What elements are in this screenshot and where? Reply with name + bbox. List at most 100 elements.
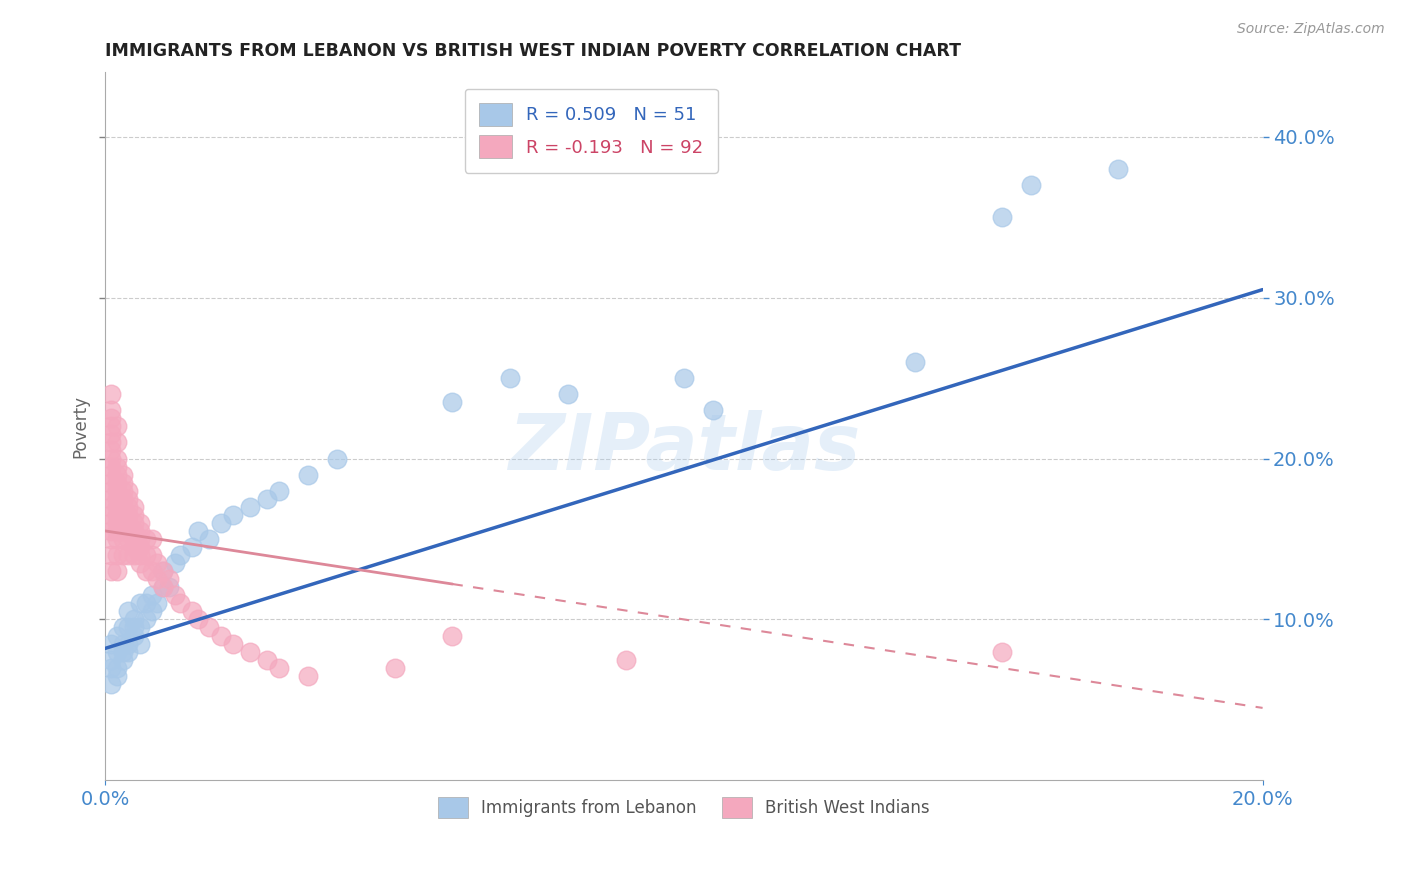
Point xyxy=(105,564,128,578)
Point xyxy=(100,532,122,546)
Point xyxy=(100,451,122,466)
Point xyxy=(111,620,134,634)
Point xyxy=(122,524,145,538)
Point xyxy=(100,483,122,498)
Point xyxy=(209,516,232,530)
Point xyxy=(122,540,145,554)
Point xyxy=(129,548,152,562)
Point xyxy=(152,564,174,578)
Point xyxy=(105,508,128,522)
Point xyxy=(100,508,122,522)
Point xyxy=(163,556,186,570)
Point xyxy=(146,572,169,586)
Point xyxy=(297,467,319,482)
Point xyxy=(187,524,209,538)
Point xyxy=(105,661,128,675)
Point xyxy=(105,532,128,546)
Point xyxy=(111,483,134,498)
Point xyxy=(117,508,139,522)
Text: IMMIGRANTS FROM LEBANON VS BRITISH WEST INDIAN POVERTY CORRELATION CHART: IMMIGRANTS FROM LEBANON VS BRITISH WEST … xyxy=(105,42,962,60)
Point xyxy=(105,459,128,474)
Point xyxy=(146,596,169,610)
Point xyxy=(152,580,174,594)
Point xyxy=(100,653,122,667)
Point xyxy=(105,628,128,642)
Point xyxy=(100,564,122,578)
Point xyxy=(135,532,157,546)
Point xyxy=(122,516,145,530)
Point xyxy=(111,491,134,506)
Point xyxy=(100,403,122,417)
Point xyxy=(122,548,145,562)
Point xyxy=(239,500,262,514)
Point xyxy=(122,532,145,546)
Point xyxy=(135,548,157,562)
Point xyxy=(129,532,152,546)
Point xyxy=(100,548,122,562)
Point xyxy=(991,644,1014,658)
Point xyxy=(146,556,169,570)
Point xyxy=(100,443,122,458)
Legend: Immigrants from Lebanon, British West Indians: Immigrants from Lebanon, British West In… xyxy=(432,790,936,825)
Point xyxy=(105,483,128,498)
Point xyxy=(117,636,139,650)
Point xyxy=(100,516,122,530)
Point xyxy=(221,636,243,650)
Point xyxy=(100,677,122,691)
Point xyxy=(105,451,128,466)
Point xyxy=(384,661,406,675)
Point xyxy=(152,580,174,594)
Point xyxy=(100,500,122,514)
Point xyxy=(100,411,122,425)
Point xyxy=(141,604,163,618)
Point xyxy=(117,500,139,514)
Point xyxy=(105,491,128,506)
Point xyxy=(614,653,637,667)
Point xyxy=(105,419,128,434)
Point xyxy=(141,532,163,546)
Point xyxy=(157,572,180,586)
Point xyxy=(256,653,278,667)
Point xyxy=(904,355,927,369)
Point xyxy=(187,612,209,626)
Point xyxy=(111,500,134,514)
Point xyxy=(152,564,174,578)
Point xyxy=(100,419,122,434)
Point xyxy=(129,636,152,650)
Point xyxy=(209,628,232,642)
Text: ZIPatlas: ZIPatlas xyxy=(508,409,860,485)
Point xyxy=(111,524,134,538)
Point xyxy=(122,500,145,514)
Point xyxy=(672,371,695,385)
Point xyxy=(221,508,243,522)
Point xyxy=(129,596,152,610)
Point xyxy=(122,620,145,634)
Point xyxy=(256,491,278,506)
Point xyxy=(117,516,139,530)
Point xyxy=(111,653,134,667)
Point xyxy=(181,540,204,554)
Point xyxy=(105,467,128,482)
Point xyxy=(111,516,134,530)
Point xyxy=(111,548,134,562)
Point xyxy=(163,588,186,602)
Point xyxy=(499,371,522,385)
Point xyxy=(141,564,163,578)
Point xyxy=(111,636,134,650)
Point xyxy=(129,556,152,570)
Y-axis label: Poverty: Poverty xyxy=(72,395,89,458)
Point xyxy=(169,596,191,610)
Point xyxy=(239,644,262,658)
Point xyxy=(105,644,128,658)
Text: Source: ZipAtlas.com: Source: ZipAtlas.com xyxy=(1237,22,1385,37)
Point xyxy=(117,491,139,506)
Point xyxy=(129,540,152,554)
Point xyxy=(117,644,139,658)
Point xyxy=(111,508,134,522)
Point xyxy=(198,620,221,634)
Point xyxy=(267,483,290,498)
Point xyxy=(135,596,157,610)
Point xyxy=(198,532,221,546)
Point xyxy=(100,491,122,506)
Point xyxy=(100,636,122,650)
